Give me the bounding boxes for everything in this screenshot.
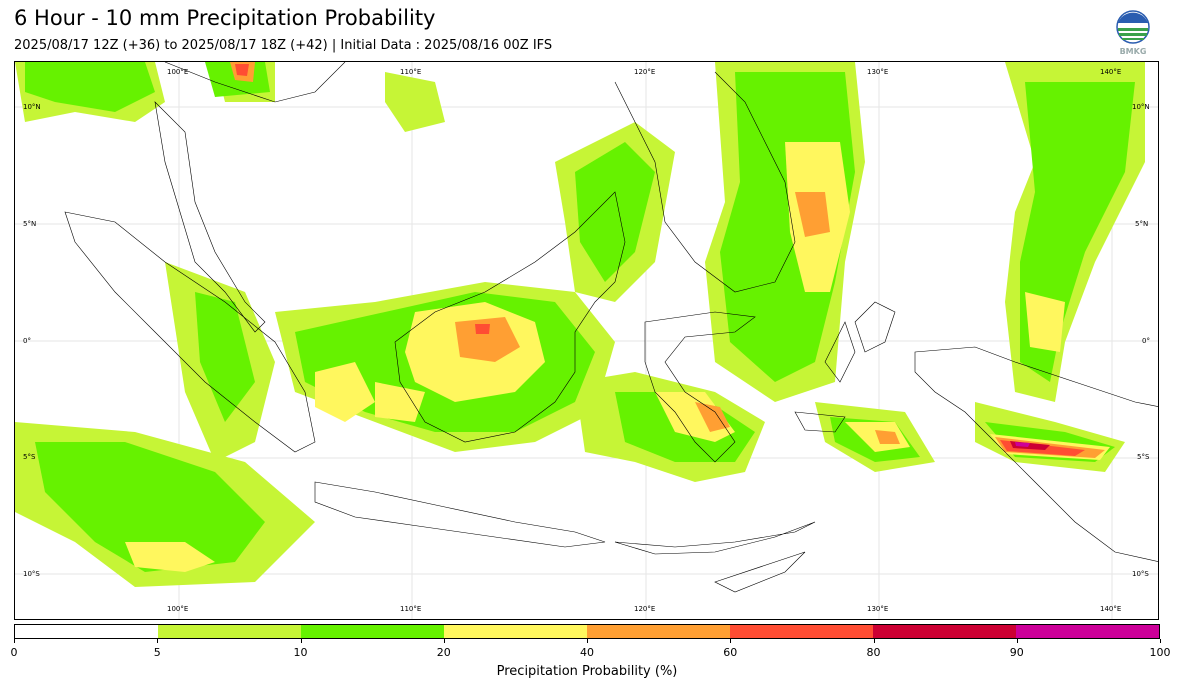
bmkg-logo: BMKG xyxy=(1112,10,1154,56)
colorbar-tick-label: 20 xyxy=(436,646,451,659)
colorbar-segment xyxy=(444,625,587,638)
lon-label-top: 130°E xyxy=(867,68,889,76)
map-canvas xyxy=(15,62,1158,619)
colorbar-tick-label: 10 xyxy=(293,646,308,659)
chart-title: 6 Hour - 10 mm Precipitation Probability xyxy=(14,6,436,30)
lat-label-right: 5°N xyxy=(1135,220,1149,228)
colorbar-tick-label: 5 xyxy=(153,646,161,659)
colorbar-segment xyxy=(587,625,730,638)
colorbar-tick-mark xyxy=(443,639,445,643)
colorbar-segment xyxy=(873,625,1016,638)
lon-label-top: 110°E xyxy=(400,68,422,76)
colorbar-tick-mark xyxy=(587,639,588,643)
lon-label-top: 100°E xyxy=(167,68,189,76)
lon-label-top: 140°E xyxy=(1100,68,1122,76)
lon-label-bottom: 140°E xyxy=(1100,605,1122,613)
colorbar-tick-mark xyxy=(14,639,15,643)
colorbar-tick-mark xyxy=(730,639,732,643)
lat-label-right: 5°S xyxy=(1137,453,1150,461)
colorbar-tick-mark xyxy=(1160,639,1161,643)
logo-text: BMKG xyxy=(1120,47,1147,56)
chart-subtitle: 2025/08/17 12Z (+36) to 2025/08/17 18Z (… xyxy=(14,38,553,53)
precipitation-map: 100°E 110°E 120°E 130°E 140°E 100°E 110°… xyxy=(14,61,1159,620)
colorbar-tick-label: 0 xyxy=(10,646,18,659)
prob-90-100 xyxy=(1015,442,1030,447)
colorbar-tick-label: 60 xyxy=(723,646,738,659)
colorbar-segment xyxy=(15,625,158,638)
colorbar-label: Precipitation Probability (%) xyxy=(496,664,678,679)
colorbar-segment xyxy=(158,625,301,638)
colorbar-tick-mark xyxy=(873,639,875,643)
colorbar-segment xyxy=(730,625,873,638)
lon-label-bottom: 100°E xyxy=(167,605,189,613)
colorbar-tick-mark xyxy=(300,639,302,643)
lat-label-left: 0° xyxy=(23,337,31,345)
colorbar-tick-mark xyxy=(157,639,159,643)
colorbar xyxy=(14,624,1160,639)
lat-label-left: 5°S xyxy=(23,453,36,461)
coastlines xyxy=(64,62,1158,593)
colorbar-tick-label: 100 xyxy=(1149,646,1171,659)
lat-label-left: 10°N xyxy=(23,103,41,111)
colorbar-tick-mark xyxy=(1016,639,1018,643)
lon-label-bottom: 110°E xyxy=(400,605,422,613)
lat-label-right: 10°S xyxy=(1132,570,1149,578)
lat-label-left: 5°N xyxy=(23,220,37,228)
lon-label-top: 120°E xyxy=(634,68,656,76)
lat-label-right: 0° xyxy=(1142,337,1150,345)
colorbar-segment xyxy=(301,625,444,638)
colorbar-tick-label: 80 xyxy=(866,646,881,659)
colorbar-tick-label: 40 xyxy=(580,646,594,659)
colorbar-segment xyxy=(1016,625,1159,638)
lat-label-left: 10°S xyxy=(23,570,40,578)
lon-label-bottom: 130°E xyxy=(867,605,889,613)
lon-label-bottom: 120°E xyxy=(634,605,656,613)
lat-label-right: 10°N xyxy=(1132,103,1150,111)
colorbar-tick-label: 90 xyxy=(1009,646,1024,659)
